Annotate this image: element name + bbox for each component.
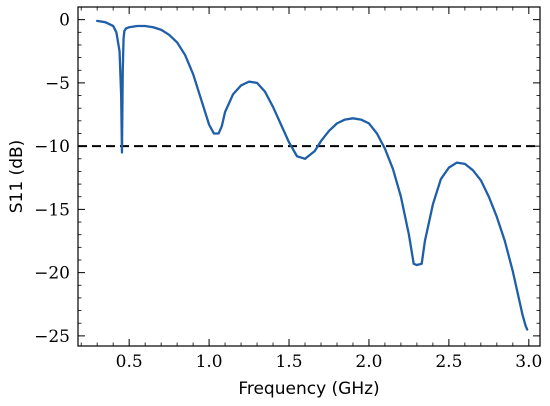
x-axis-label: Frequency (GHz)	[238, 379, 379, 399]
x-tick-label: 1.5	[275, 352, 302, 372]
plot-frame	[77, 6, 541, 347]
x-tick-label: 1.0	[196, 352, 223, 372]
y-axis-label: S11 (dB)	[7, 140, 27, 214]
x-tick-label: 2.0	[355, 352, 382, 372]
x-tick-label: 0.5	[116, 352, 143, 372]
y-tick-label: −5	[45, 74, 70, 94]
s11-series-line	[96, 19, 529, 331]
x-axis-ticks: 0.5 1.0 1.5 2.0 2.5 3.0	[80, 7, 542, 372]
y-tick-label: −10	[34, 137, 70, 157]
y-tick-label: −15	[34, 200, 70, 220]
y-tick-label: 0	[59, 11, 70, 31]
y-tick-label: −20	[34, 264, 70, 284]
x-tick-label: 3.0	[515, 352, 542, 372]
y-axis-ticks: 0 −5 −10 −15 −20 −25	[34, 11, 540, 347]
y-tick-label: −25	[34, 327, 70, 347]
x-tick-label: 2.5	[435, 352, 462, 372]
